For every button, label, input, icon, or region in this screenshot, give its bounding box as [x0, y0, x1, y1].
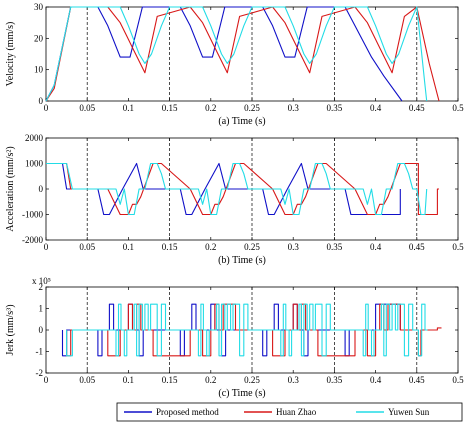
y-axis-label: Acceleration (mm/s²) — [5, 146, 16, 231]
y-tick-label: -1000 — [22, 210, 43, 220]
x-tick-label: 0.25 — [244, 242, 260, 252]
x-tick-label: 0.35 — [327, 375, 343, 385]
y-tick-label: -1 — [36, 347, 44, 357]
x-tick-label: 0.35 — [327, 242, 343, 252]
x-tick-label: 0.4 — [370, 375, 382, 385]
panel-caption: (b) Time (s) — [218, 255, 266, 266]
x-tick-label: 0.25 — [244, 103, 260, 113]
series-line-yuwen-sun — [45, 6, 428, 102]
y-tick-label: -2 — [36, 368, 44, 378]
x-tick-label: 0.25 — [244, 375, 260, 385]
x-tick-label: 0.1 — [123, 103, 134, 113]
series-line-proposed-method — [61, 303, 401, 357]
y-tick-label: 0 — [39, 325, 44, 335]
y-tick-label: 0 — [39, 184, 44, 194]
y-axis-label: Velocity (mm/s) — [5, 22, 16, 87]
legend-entry: Proposed method — [156, 407, 219, 417]
x-tick-label: 0.05 — [79, 103, 95, 113]
y-tick-label: 30 — [34, 2, 44, 12]
y-tick-label: 2 — [39, 282, 44, 292]
x-tick-label: 0.35 — [327, 103, 343, 113]
x-tick-label: 0 — [44, 242, 49, 252]
x-tick-label: 0.3 — [288, 375, 300, 385]
panel-caption: (c) Time (s) — [218, 388, 265, 399]
y-tick-label: 10 — [34, 65, 44, 75]
series-line-proposed-method — [46, 162, 401, 216]
y-tick-label: 0 — [39, 96, 44, 106]
y-tick-label: -2000 — [22, 235, 43, 245]
x-tick-label: 0 — [44, 103, 49, 113]
x-tick-label: 0.5 — [452, 103, 464, 113]
x-tick-label: 0.2 — [205, 375, 216, 385]
x-tick-label: 0.15 — [162, 103, 178, 113]
y-tick-label: 1000 — [25, 159, 44, 169]
legend-box — [116, 402, 463, 422]
x-tick-label: 0.5 — [452, 375, 464, 385]
x-tick-label: 0.1 — [123, 242, 134, 252]
series-line-proposed-method — [45, 6, 403, 102]
x-tick-label: 0.45 — [409, 103, 425, 113]
panel-c: 0 0.05 0.1 0.15 0.2 0.25 0.3 0.35 0.4 0.45 0.5 -2 -1… — [5, 276, 464, 399]
series-line-huan-zhao — [45, 6, 440, 102]
x-tick-label: 0.2 — [205, 103, 216, 113]
y-tick-label: 1 — [39, 304, 44, 314]
legend: Proposed method Huan Zhao Yuwen Sun — [116, 402, 463, 422]
x-tick-label: 0.3 — [288, 103, 300, 113]
x-tick-label: 0 — [44, 375, 49, 385]
x-tick-label: 0.5 — [452, 242, 464, 252]
panel-b: 0 0.05 0.1 0.15 0.2 0.25 0.3 0.35 0.4 0.45 0.5 -200… — [5, 133, 464, 266]
panel-caption: (a) Time (s) — [218, 116, 265, 127]
panel-a: 0 0.05 0.1 0.15 0.2 0.25 0.3 0.35 0.4 0.45 0.5 0 10 2… — [5, 2, 464, 127]
x-tick-label: 0.2 — [205, 242, 216, 252]
x-tick-label: 0.45 — [409, 375, 425, 385]
y-multiplier: x 10⁵ — [32, 276, 51, 286]
y-tick-label: 20 — [34, 33, 44, 43]
x-tick-label: 0.4 — [370, 242, 382, 252]
x-tick-label: 0.3 — [288, 242, 300, 252]
x-tick-label: 0.05 — [79, 375, 95, 385]
legend-entry: Yuwen Sun — [388, 407, 430, 417]
x-tick-label: 0.4 — [370, 103, 382, 113]
x-tick-label: 0.45 — [409, 242, 425, 252]
x-tick-label: 0.05 — [79, 242, 95, 252]
x-tick-label: 0.1 — [123, 375, 134, 385]
legend-entry: Huan Zhao — [276, 407, 317, 417]
series-line-yuwen-sun — [66, 303, 428, 357]
x-tick-label: 0.15 — [162, 375, 178, 385]
x-tick-label: 0.15 — [162, 242, 178, 252]
y-tick-label: 2000 — [25, 133, 44, 143]
series-line-yuwen-sun — [46, 162, 428, 216]
y-axis-label: Jerk (mm/s³) — [5, 304, 16, 355]
